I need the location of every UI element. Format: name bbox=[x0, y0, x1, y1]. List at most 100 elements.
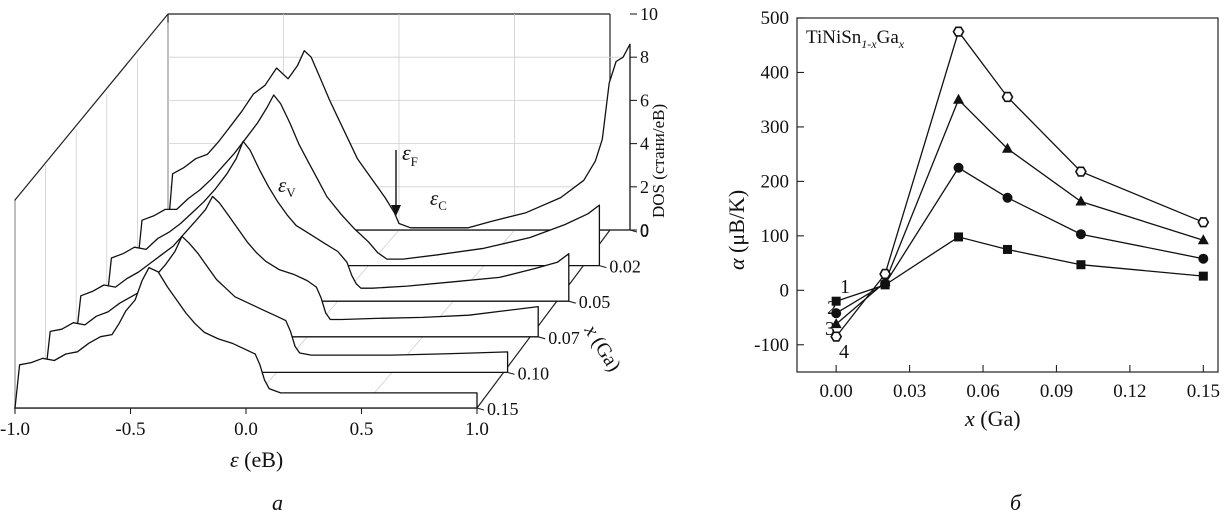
series-line bbox=[835, 98, 1204, 325]
hexagon-marker bbox=[952, 26, 965, 37]
square-marker bbox=[954, 232, 964, 242]
x-axis-unit: (eB) bbox=[239, 447, 284, 472]
panel-a-x-axis-title: ε (eB) bbox=[230, 447, 283, 472]
panel-b-label: б bbox=[1010, 490, 1022, 515]
conduction-subscript: C bbox=[438, 198, 447, 213]
y-tick-label: 500 bbox=[761, 8, 790, 29]
y-tick-label: 300 bbox=[761, 117, 790, 138]
y-tick-label: 100 bbox=[761, 226, 790, 247]
y-tick-label: 400 bbox=[761, 62, 790, 83]
z-tick-label: 0.07 bbox=[548, 328, 580, 348]
hexagon-marker bbox=[1074, 166, 1087, 177]
hexagon-marker bbox=[830, 331, 843, 342]
y-tick-label: 0 bbox=[780, 280, 790, 301]
square-marker bbox=[831, 296, 841, 306]
x-tick-label: 0.0 bbox=[234, 419, 258, 440]
title-subscript-1: 1-x bbox=[861, 37, 877, 51]
hexagon-marker bbox=[879, 268, 892, 280]
panel-a-curves bbox=[14, 43, 631, 409]
hexagon-marker bbox=[1197, 217, 1210, 228]
triangle-marker bbox=[879, 276, 891, 287]
series-2 bbox=[831, 162, 1209, 319]
panel-a-z-ticks: 0 0.02 0.05 0.07 0.10 0.15 bbox=[476, 221, 649, 419]
series-line bbox=[835, 166, 1204, 314]
circle-marker bbox=[831, 308, 842, 319]
title-base: TiNiSn bbox=[806, 27, 862, 48]
dos-tick-label: 10 bbox=[640, 4, 658, 24]
square-marker bbox=[1076, 260, 1086, 270]
panel-b-axis-ticks: 0.00 0.03 0.06 0.09 0.12 0.15 -100 0 100 200 300 40… bbox=[754, 8, 1220, 402]
x-tick-label: 0.5 bbox=[350, 419, 374, 440]
panel-a: -1.0 -0.5 0.0 0.5 1.0 00.020.050.070.100.15 … bbox=[0, 4, 668, 515]
y-axis-symbol: α bbox=[724, 258, 749, 270]
z-tick-label: 0.15 bbox=[487, 399, 519, 419]
fermi-level-annotation: εF bbox=[402, 140, 418, 169]
panel-b-title: TiNiSn1-xGax bbox=[806, 27, 905, 51]
panel-b-plot-frame bbox=[796, 17, 1219, 373]
x-axis-unit: (Ga) bbox=[975, 406, 1021, 431]
valence-symbol: ε bbox=[278, 173, 287, 197]
square-marker bbox=[1198, 271, 1208, 281]
hexagon-marker bbox=[1001, 91, 1014, 103]
series-line bbox=[835, 30, 1204, 338]
series-3 bbox=[830, 93, 1209, 329]
z-tick-label: 0.05 bbox=[579, 292, 611, 312]
dos-tick-label: 6 bbox=[640, 90, 649, 110]
title-subscript-2: x bbox=[898, 37, 905, 51]
valence-band-annotation: εV bbox=[278, 173, 296, 200]
x-tick-label: 0.06 bbox=[966, 381, 999, 402]
dos-tick-label: 0 bbox=[640, 220, 649, 240]
dos-curve bbox=[14, 266, 478, 409]
x-tick-label: 0.00 bbox=[820, 381, 853, 402]
panel-a-dos-ticks: 0 2 4 6 8 10 bbox=[630, 4, 658, 240]
triangle-marker bbox=[1075, 195, 1087, 206]
z-tick-mark bbox=[599, 265, 607, 269]
series-number-label: 1 bbox=[840, 276, 850, 298]
series-line bbox=[835, 236, 1204, 302]
panel-b-x-axis-title: x (Ga) bbox=[964, 406, 1021, 431]
circle-marker bbox=[953, 162, 964, 173]
dos-tick-label: 4 bbox=[640, 134, 649, 154]
y-tick-label: 200 bbox=[761, 171, 790, 192]
circle-marker bbox=[1075, 229, 1086, 240]
z-tick-mark bbox=[507, 371, 515, 375]
dos-tick-label: 2 bbox=[640, 177, 649, 197]
series-number-label: 3 bbox=[825, 318, 835, 340]
valence-subscript: V bbox=[286, 185, 296, 200]
triangle-marker bbox=[1197, 234, 1209, 245]
fermi-level-arrow bbox=[391, 150, 401, 216]
x-tick-label: 0.09 bbox=[1040, 381, 1073, 402]
panel-a-dos-axis-title: DOS (стани/еВ) bbox=[649, 104, 668, 218]
x-tick-label: 0.03 bbox=[893, 381, 926, 402]
x-axis-symbol: x bbox=[964, 406, 975, 431]
panel-b-series bbox=[830, 26, 1210, 342]
panel-b-y-axis-title: α (μB/K) bbox=[724, 190, 749, 270]
series-4 bbox=[830, 26, 1210, 342]
z-tick-mark bbox=[568, 300, 576, 304]
panel-a-x-ticks: -1.0 -0.5 0.0 0.5 1.0 bbox=[0, 408, 489, 440]
circle-marker bbox=[1198, 253, 1209, 264]
z-tick-label: 0.02 bbox=[609, 257, 641, 277]
z-tick-label: 0.10 bbox=[518, 363, 550, 383]
circle-marker bbox=[1002, 192, 1013, 203]
panel-a-z-axis-title: x (Ga) bbox=[579, 320, 625, 375]
series-number-label: 4 bbox=[839, 341, 849, 363]
y-axis-unit: (μB/K) bbox=[724, 190, 749, 259]
triangle-marker bbox=[1002, 142, 1013, 153]
title-mid: Ga bbox=[877, 27, 900, 48]
z-axis-unit: (Ga) bbox=[584, 329, 625, 376]
panel-a-label: а bbox=[272, 490, 283, 515]
series-number-label: 2 bbox=[827, 297, 837, 319]
x-axis-symbol: ε bbox=[230, 447, 239, 472]
dos-tick-label: 8 bbox=[640, 47, 649, 67]
triangle-marker bbox=[830, 318, 842, 329]
fermi-symbol: ε bbox=[402, 140, 411, 165]
y-tick-label: -100 bbox=[754, 335, 789, 356]
z-tick-label: 0 bbox=[640, 221, 649, 241]
conduction-symbol: ε bbox=[430, 186, 439, 210]
fermi-subscript: F bbox=[411, 154, 418, 169]
square-marker bbox=[1003, 244, 1012, 254]
z-tick-mark bbox=[476, 407, 485, 411]
